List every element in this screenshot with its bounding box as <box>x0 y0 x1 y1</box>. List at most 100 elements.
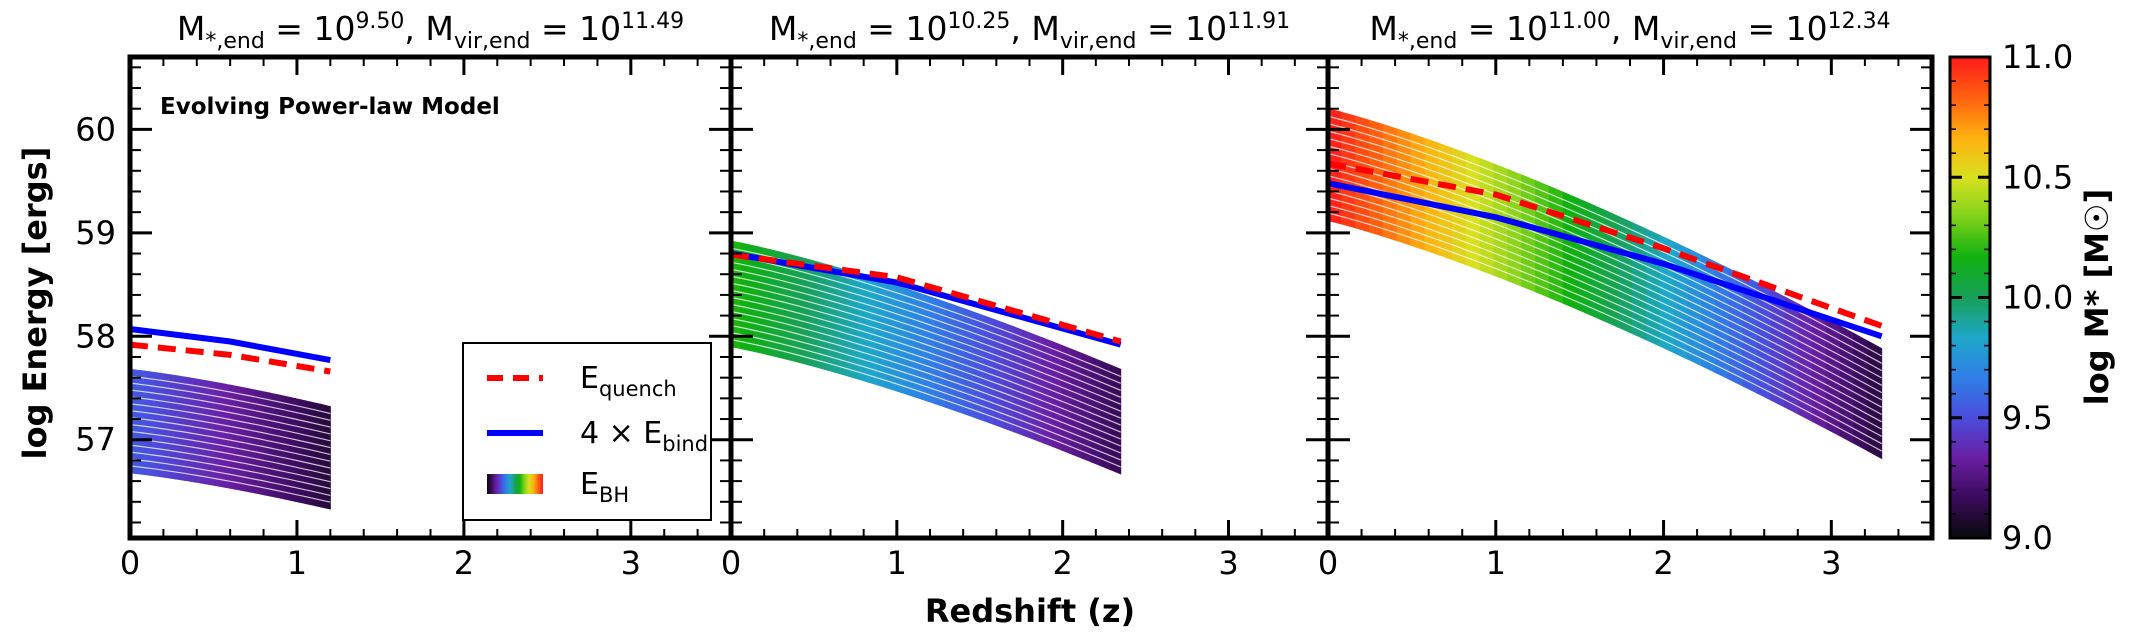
bh-band-segment <box>209 380 216 487</box>
bh-band-segment <box>154 371 161 478</box>
bh-track-line <box>130 437 331 476</box>
legend: Equench 4 × Ebind EBH <box>462 342 712 521</box>
bh-band-segment <box>169 374 176 480</box>
y-tick-label: 58 <box>75 317 116 355</box>
legend-bh-swatch <box>487 474 543 494</box>
bh-track-line <box>731 324 1121 454</box>
bh-band-segment <box>269 392 276 498</box>
bh-track-line <box>130 403 331 442</box>
bh-band-segment <box>274 393 281 499</box>
bh-track-line <box>1328 123 1882 364</box>
bh-band-segment <box>324 404 331 510</box>
bh-band-segment <box>189 377 196 483</box>
panel-title-1: M*,end = 109.50, Mvir,end = 1011.49 <box>177 9 684 54</box>
bh-band-segment <box>284 395 291 501</box>
bh-band-segment <box>299 399 306 505</box>
bh-track-line <box>130 396 331 435</box>
bh-track-line <box>130 465 331 503</box>
panel-1: 0 1 2 3 57 58 59 60 M*,end = 109.50, Mvir,end =… <box>75 9 734 582</box>
bind-energy-line-3 <box>1327 180 1883 340</box>
bh-band-segment <box>174 374 181 481</box>
bh-band-segment <box>1811 310 1827 430</box>
bh-band-segment <box>264 391 271 497</box>
panel-3: 0 1 2 3 M*,end = 1011.00, Mvir,end = 1012.3… <box>1318 9 1935 582</box>
y-tick-label: 57 <box>75 421 116 459</box>
x-tick-label: 1 <box>1486 544 1506 582</box>
bh-track-line <box>731 275 1121 405</box>
bh-band-segment <box>1825 317 1841 437</box>
y-tick-label: 60 <box>75 110 116 148</box>
quench-energy-line-1 <box>129 341 331 375</box>
bh-track-line <box>130 375 331 415</box>
colorbar-tick-label: 11.0 <box>2002 38 2073 76</box>
bh-band-segment <box>254 389 261 495</box>
bh-track-line <box>731 310 1121 440</box>
bh-track-line <box>130 444 331 483</box>
x-tick-label: 2 <box>454 544 474 582</box>
quench-energy-line-2 <box>730 251 1122 345</box>
x-tick-label: 3 <box>1218 544 1238 582</box>
x-tick-label: 2 <box>1653 544 1673 582</box>
bh-track-line <box>731 303 1121 433</box>
x-tick-label: 2 <box>1052 544 1072 582</box>
panel-title-3: M*,end = 1011.00, Mvir,end = 1012.34 <box>1369 9 1890 54</box>
colorbar-tick-label: 9.0 <box>2002 519 2053 557</box>
bh-track-line <box>130 389 331 428</box>
x-tick-label: 1 <box>887 544 907 582</box>
bh-track-line <box>130 410 331 449</box>
colorbar-tick-label: 10.0 <box>2002 279 2073 317</box>
bh-band-segment <box>134 369 141 475</box>
bh-band-segment <box>314 402 321 508</box>
bh-band-segment <box>194 378 201 484</box>
bh-track-line <box>731 261 1121 391</box>
bh-band-segment <box>259 390 266 496</box>
bh-band-segment <box>199 379 206 485</box>
colorbar: 9.0 9.5 10.0 10.5 11.0 log M* [M☉] <box>1948 38 2116 557</box>
bh-track-line <box>1328 204 1882 445</box>
panel-title-2: M*,end = 1010.25, Mvir,end = 1011.91 <box>769 9 1290 54</box>
bh-band-segment <box>224 383 231 489</box>
x-axis-label: Redshift (z) <box>925 592 1135 630</box>
colorbar-ticks: 9.0 9.5 10.0 10.5 11.0 <box>1950 38 2073 557</box>
bh-track-line <box>1328 182 1882 423</box>
bh-band-segment <box>319 403 326 509</box>
model-label: Evolving Power-law Model <box>160 94 500 120</box>
bh-track-line <box>1328 160 1882 401</box>
bh-band-segment <box>289 396 296 502</box>
bh-track-line <box>731 268 1121 398</box>
legend-quench-label: Equench <box>580 361 677 401</box>
bh-track-line <box>731 282 1121 412</box>
bh-band-segment <box>164 373 171 479</box>
bh-track-line <box>130 451 331 490</box>
bh-track-line <box>130 458 331 496</box>
bh-band-segment <box>1798 303 1813 423</box>
bh-band-segment <box>144 370 151 476</box>
bh-band-segment <box>1867 340 1883 460</box>
bh-band-segment <box>1839 325 1855 445</box>
bh-band-segment <box>214 381 221 487</box>
bh-energy-band-2 <box>731 240 1122 475</box>
bh-band-segment <box>159 372 166 478</box>
bh-track-line <box>1328 167 1882 408</box>
bh-track-line <box>130 424 331 462</box>
legend-bind-label: 4 × Ebind <box>580 416 708 456</box>
bh-band-segment <box>244 387 251 493</box>
bh-band-segment <box>294 397 301 503</box>
x-tick-label: 0 <box>120 544 140 582</box>
x-tick-label: 3 <box>1821 544 1841 582</box>
panel-2: 0 1 2 3 M*,end = 1010.25, Mvir,end = 1011.9… <box>721 9 1331 582</box>
bh-band-segment <box>309 401 316 507</box>
x-tick-label: 0 <box>1318 544 1338 582</box>
bind-energy-line-1 <box>129 326 331 364</box>
y-axis-label: log Energy [ergs] <box>16 147 54 460</box>
bh-track-line <box>731 317 1121 447</box>
bh-track-line <box>1328 190 1882 430</box>
bh-track-line <box>731 339 1121 468</box>
legend-bh-label: EBH <box>580 467 629 507</box>
bind-energy-line-2 <box>730 250 1122 348</box>
x-tick-label: 3 <box>621 544 641 582</box>
quench-energy-line-3 <box>1327 160 1883 329</box>
colorbar-tick-label: 10.5 <box>2002 158 2073 196</box>
bh-band-segment <box>249 388 256 494</box>
